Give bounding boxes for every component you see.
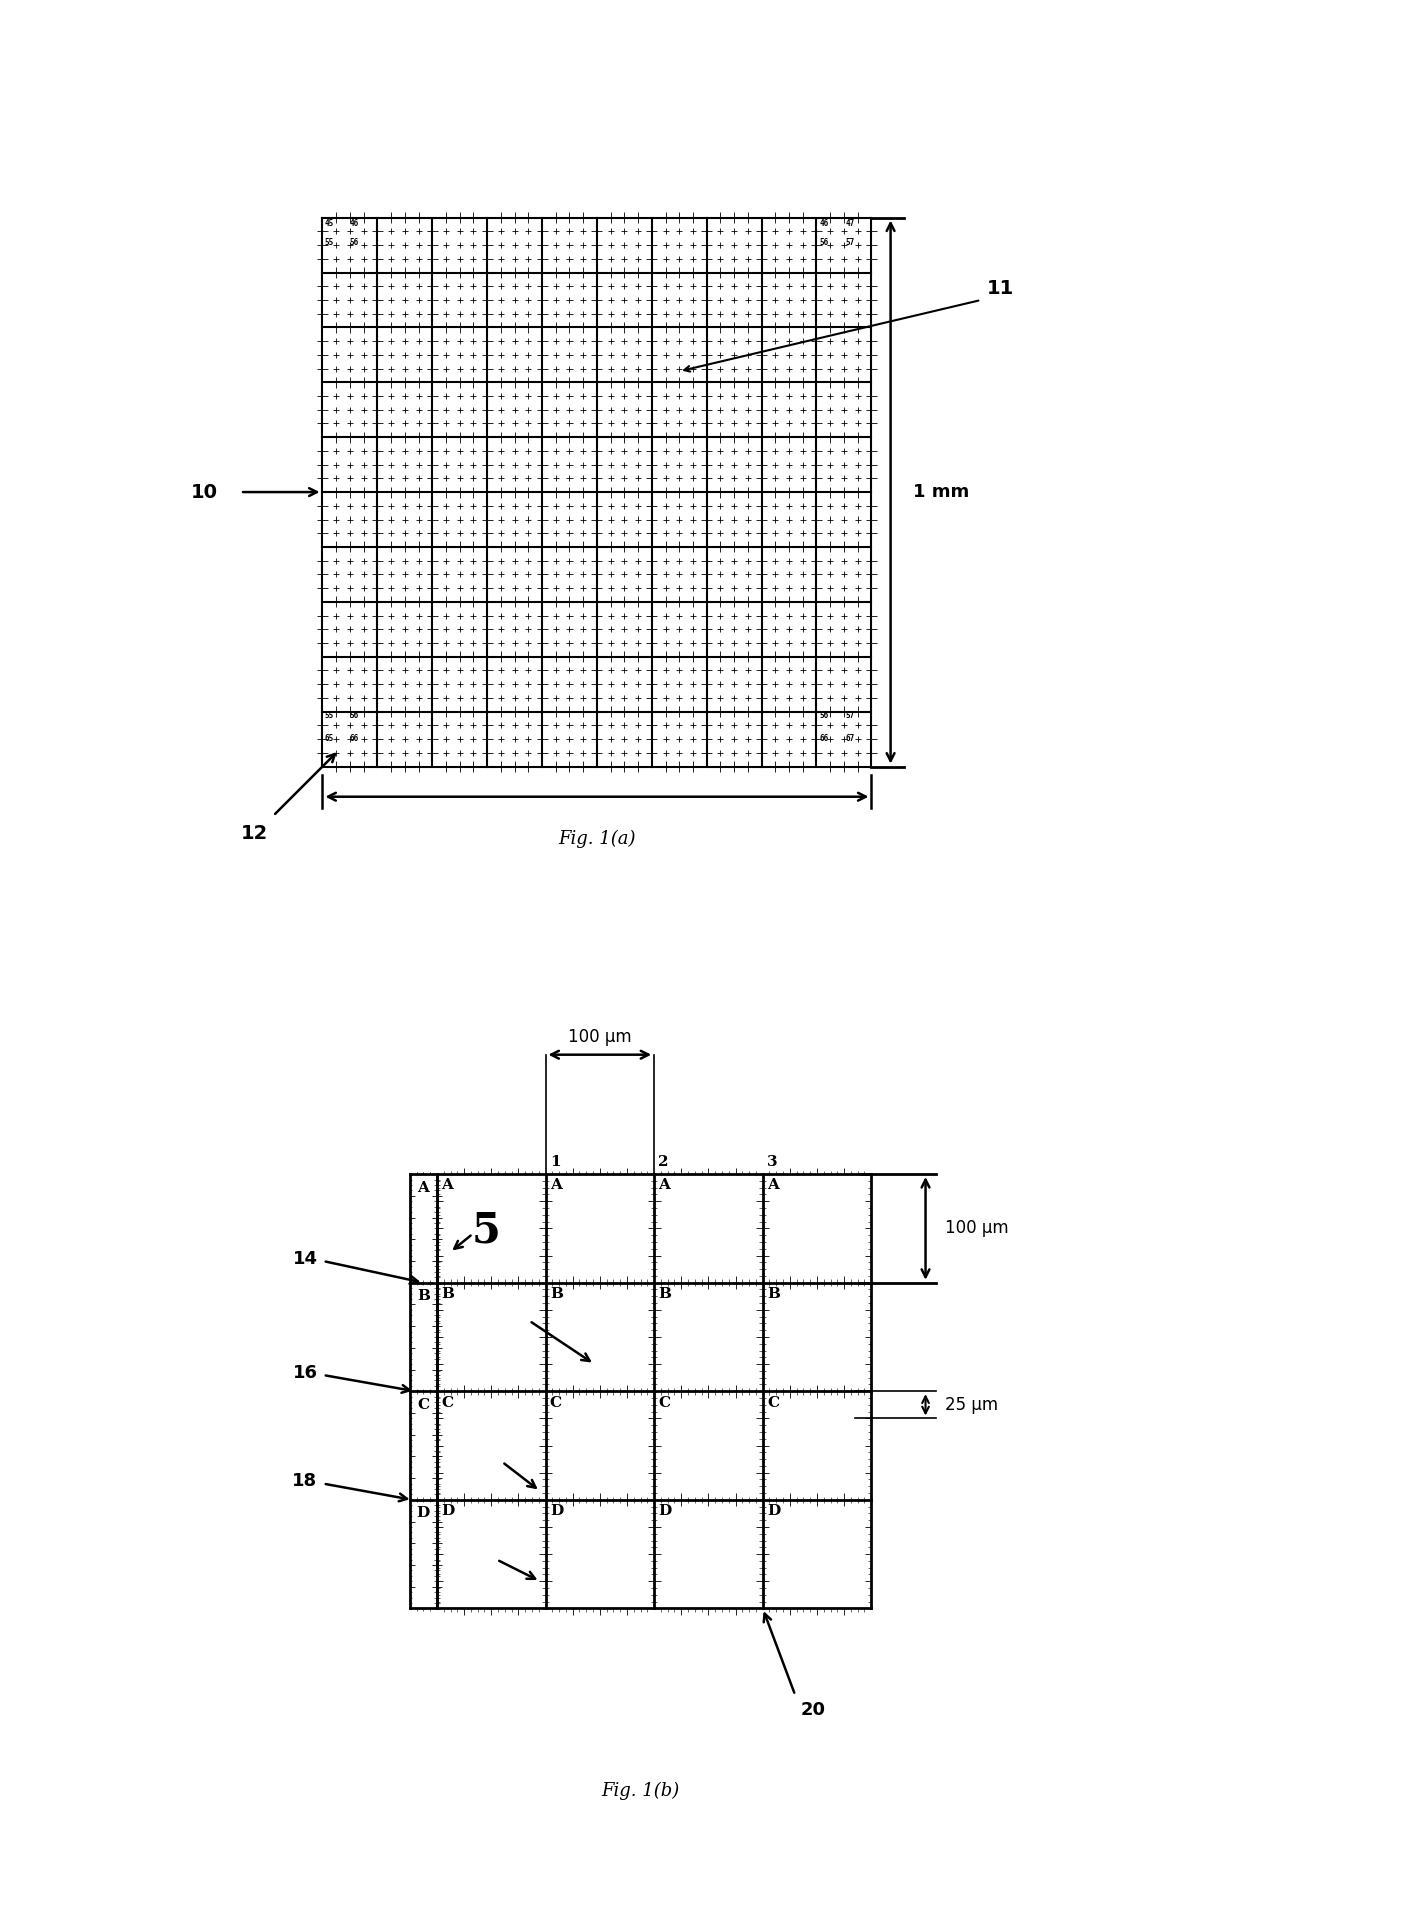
Text: 12: 12 (240, 823, 268, 842)
Text: D: D (767, 1504, 780, 1518)
Text: 100 μm: 100 μm (944, 1219, 1008, 1238)
Text: 18: 18 (292, 1472, 318, 1491)
Text: 14: 14 (292, 1249, 318, 1268)
Text: C: C (550, 1395, 562, 1410)
Text: D: D (550, 1504, 563, 1518)
Text: Fig. 1(b): Fig. 1(b) (601, 1783, 679, 1800)
Text: 1: 1 (550, 1155, 560, 1169)
Text: A: A (441, 1178, 454, 1192)
Text: 66: 66 (349, 733, 359, 743)
Text: B: B (658, 1288, 672, 1301)
Text: C: C (658, 1395, 671, 1410)
Text: B: B (441, 1288, 454, 1301)
Text: 56: 56 (349, 238, 359, 248)
Text: 46: 46 (349, 219, 359, 228)
Text: 3: 3 (767, 1155, 777, 1169)
Text: 2: 2 (658, 1155, 669, 1169)
Text: 56: 56 (349, 710, 359, 720)
Text: A: A (550, 1178, 562, 1192)
Text: B: B (767, 1288, 780, 1301)
Text: 65: 65 (325, 733, 333, 743)
Text: A: A (658, 1178, 671, 1192)
Text: D: D (417, 1506, 430, 1520)
Text: A: A (417, 1180, 430, 1196)
Text: 57: 57 (845, 238, 855, 248)
Text: 16: 16 (292, 1364, 318, 1382)
Text: 66: 66 (820, 733, 828, 743)
Text: 20: 20 (801, 1700, 825, 1719)
Text: D: D (441, 1504, 455, 1518)
Text: 1 mm: 1 mm (913, 484, 968, 501)
Text: 57: 57 (845, 710, 855, 720)
Text: C: C (767, 1395, 778, 1410)
Text: B: B (550, 1288, 563, 1301)
Text: 10: 10 (191, 482, 218, 501)
Text: D: D (658, 1504, 672, 1518)
Text: 55: 55 (325, 238, 333, 248)
Text: 56: 56 (820, 238, 828, 248)
Text: C: C (417, 1397, 430, 1412)
Text: 46: 46 (820, 219, 828, 228)
Text: 55: 55 (325, 710, 333, 720)
Text: 47: 47 (845, 219, 855, 228)
Text: 11: 11 (987, 280, 1014, 299)
Text: 45: 45 (325, 219, 333, 228)
Text: 100 μm: 100 μm (569, 1029, 631, 1046)
Text: 56: 56 (820, 710, 828, 720)
Text: 25 μm: 25 μm (944, 1395, 998, 1414)
Text: 67: 67 (845, 733, 855, 743)
Text: B: B (417, 1290, 430, 1303)
Text: C: C (441, 1395, 454, 1410)
Text: Fig. 1(a): Fig. 1(a) (559, 829, 635, 848)
Text: 5: 5 (471, 1209, 501, 1251)
Text: A: A (767, 1178, 778, 1192)
